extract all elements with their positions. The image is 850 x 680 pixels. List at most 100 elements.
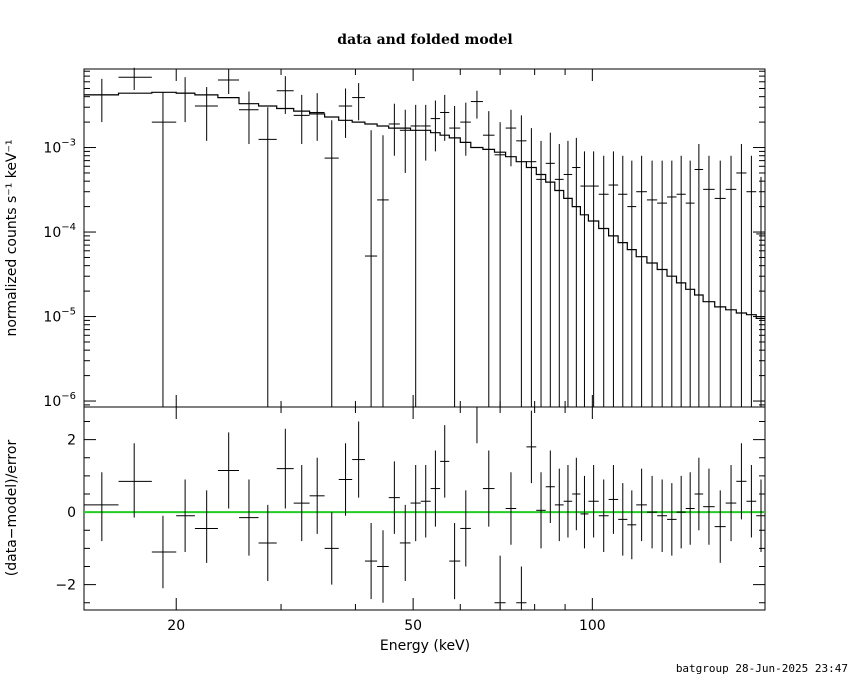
top-data-point — [516, 115, 527, 407]
top-data-point — [217, 69, 240, 95]
residual-point — [657, 479, 668, 552]
residual-point — [352, 421, 365, 498]
residual-point — [580, 475, 589, 549]
bottom-y-tick-label: 0 — [67, 505, 76, 521]
residual-point — [627, 490, 637, 560]
residual-point — [449, 523, 461, 600]
residual-point — [554, 468, 564, 542]
top-data-point — [736, 144, 747, 407]
residual-point — [194, 490, 218, 563]
top-data-point — [756, 176, 765, 407]
top-data-point — [430, 100, 441, 152]
residual-point — [588, 465, 599, 538]
residual-point — [440, 425, 450, 498]
residual-point — [676, 475, 686, 549]
residual-point — [324, 512, 339, 585]
residual-point — [388, 461, 400, 534]
top-data-point — [410, 104, 421, 407]
top-data-point — [694, 144, 704, 407]
top-data-point — [494, 122, 506, 407]
top-data-point — [746, 155, 757, 407]
top-data-point — [580, 151, 589, 407]
residual-point — [598, 479, 609, 552]
residual-point — [494, 555, 506, 610]
top-plot-frame — [83, 68, 766, 408]
top-data-point — [703, 155, 715, 407]
residual-point — [667, 483, 677, 556]
top-data-point — [377, 135, 389, 407]
top-data-point — [420, 104, 431, 161]
residual-point — [338, 443, 353, 516]
top-data-point — [482, 111, 495, 407]
residual-point — [276, 428, 294, 509]
residual-point — [572, 457, 581, 531]
top-data-point — [685, 160, 695, 407]
residual-point — [646, 475, 658, 549]
top-data-point — [627, 160, 637, 407]
residual-point — [239, 479, 259, 556]
residual-point — [258, 504, 277, 581]
residual-point — [470, 406, 483, 444]
residual-point — [482, 450, 495, 527]
top-data-point — [608, 151, 619, 407]
top-data-point — [449, 106, 461, 407]
bottom-y-axis-label: (data−model)/error — [4, 440, 20, 577]
residual-point — [118, 443, 152, 518]
residual-point — [703, 468, 715, 545]
x-tick-label: 50 — [404, 618, 422, 634]
residual-point — [460, 490, 471, 567]
residual-point — [694, 457, 704, 531]
residual-point — [563, 465, 573, 538]
top-data-point — [714, 160, 726, 407]
top-data-point — [536, 140, 546, 407]
top-y-tick-label: 10−6 — [43, 391, 76, 410]
residual-point — [685, 472, 695, 545]
top-data-point — [194, 87, 218, 141]
residual-point — [545, 450, 555, 523]
top-data-point — [667, 160, 677, 407]
bottom-y-tick-label: −2 — [55, 578, 76, 594]
top-panel: 10−6 10−5 10−4 10−3 normalized counts s⁻¹ k… — [4, 67, 766, 410]
bottom-panel: 20−2 20 50 100 (data−model)/error Energy (… — [4, 406, 766, 654]
top-y-axis-label: normalized counts s⁻¹ keV⁻¹ — [4, 139, 20, 336]
top-data-point — [364, 130, 378, 407]
top-data-point — [151, 92, 177, 407]
residual-point — [430, 450, 441, 527]
top-data-point — [646, 160, 658, 407]
top-y-tick-label: 10−3 — [43, 138, 76, 157]
residual-point — [399, 504, 411, 581]
footer-stamp: batgroup 28-Jun-2025 23:47 — [676, 662, 848, 675]
top-data-point — [399, 109, 411, 173]
top-data-point — [276, 76, 294, 114]
top-data-point — [388, 103, 400, 156]
bottom-plot-frame — [83, 406, 766, 611]
x-axis-label: Energy (keV) — [380, 638, 470, 654]
top-data-point — [598, 155, 609, 407]
top-data-point — [572, 137, 581, 407]
residual-point — [736, 443, 747, 520]
top-data-point — [618, 155, 628, 407]
residual-point — [714, 490, 726, 563]
top-data-point — [176, 77, 195, 123]
residual-point — [526, 410, 537, 484]
top-data-point — [324, 120, 339, 407]
chart-title: data and folded model — [337, 32, 512, 48]
top-data-point — [293, 94, 310, 145]
residual-point — [756, 479, 765, 552]
top-y-tick-label: 10−4 — [43, 222, 76, 241]
residual-point — [516, 566, 527, 610]
top-data-point — [588, 151, 599, 407]
residual-point — [176, 479, 195, 552]
top-data-point — [470, 90, 483, 119]
top-data-point — [352, 83, 365, 121]
residual-point — [608, 465, 619, 534]
residual-point — [217, 432, 240, 509]
top-data-point — [636, 155, 647, 407]
top-y-tick-label: 10−5 — [43, 307, 76, 326]
residual-point — [505, 472, 517, 545]
residual-point — [410, 465, 421, 542]
top-data-point — [505, 109, 517, 167]
top-data-point — [118, 67, 152, 90]
top-data-point — [554, 144, 564, 407]
